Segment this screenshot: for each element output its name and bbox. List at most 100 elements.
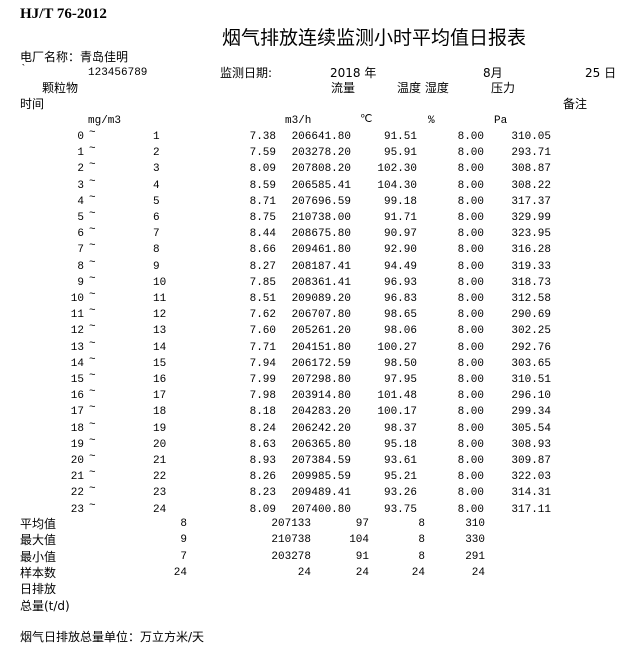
- hour-start: 0: [77, 131, 84, 143]
- particulate-value: 8.51: [249, 293, 276, 305]
- hour-end: 11: [153, 293, 167, 305]
- summary-flow: 210738: [271, 534, 311, 547]
- particulate-value: 8.93: [249, 455, 276, 467]
- temperature-value: 94.49: [383, 260, 417, 273]
- col-time: 时间: [20, 97, 45, 111]
- hour-end: 19: [153, 422, 167, 435]
- pressure-value: 323.95: [511, 228, 551, 241]
- pressure-value: 305.54: [511, 422, 551, 435]
- hour-start: 15: [70, 374, 84, 386]
- hour-start: 16: [70, 390, 84, 403]
- date-month: 8月: [483, 66, 503, 80]
- tilde-separator: ~: [89, 208, 96, 220]
- particulate-value: 7.99: [249, 374, 276, 386]
- unit-temp: ℃: [360, 114, 373, 126]
- temperature-value: 92.90: [383, 244, 417, 257]
- hour-end: 6: [153, 212, 160, 224]
- humidity-value: 8.00: [457, 406, 484, 419]
- tilde-separator: ~: [89, 499, 96, 512]
- hour-start: 9: [77, 276, 84, 289]
- flow-value: 210738.00: [291, 212, 351, 224]
- temperature-value: 102.30: [377, 163, 417, 176]
- particulate-value: 8.09: [249, 503, 276, 516]
- col-particulate: 颗粒物: [42, 81, 79, 95]
- tilde-separator: ~: [89, 240, 96, 253]
- flow-value: 207298.80: [291, 374, 351, 386]
- flow-value: 203914.80: [291, 390, 351, 403]
- hour-start: 22: [70, 487, 84, 500]
- particulate-value: 7.59: [249, 147, 276, 160]
- hour-end: 20: [153, 438, 167, 451]
- particulate-value: 8.26: [249, 471, 276, 484]
- humidity-value: 8.00: [457, 471, 484, 484]
- tilde-separator: ~: [89, 256, 96, 269]
- flow-value: 204151.80: [291, 341, 351, 354]
- pressure-value: 293.71: [511, 147, 551, 160]
- date-day: 25 日: [585, 66, 617, 80]
- humidity-value: 8.00: [457, 422, 484, 435]
- humidity-value: 8.00: [457, 390, 484, 403]
- pressure-value: 329.99: [511, 212, 551, 224]
- summary-pressure: 330: [465, 534, 485, 547]
- particulate-value: 8.66: [249, 244, 276, 257]
- temperature-value: 91.71: [383, 212, 417, 224]
- humidity-value: 8.00: [457, 309, 484, 322]
- temperature-value: 98.37: [383, 422, 417, 435]
- particulate-value: 7.62: [249, 309, 276, 322]
- pressure-value: 299.34: [511, 406, 551, 419]
- tilde-separator: ~: [89, 402, 96, 415]
- hour-start: 18: [70, 422, 84, 435]
- flow-value: 206585.41: [291, 179, 351, 192]
- tilde-separator: ~: [89, 467, 96, 480]
- flow-value: 206365.80: [291, 438, 351, 451]
- temperature-value: 99.18: [383, 195, 417, 208]
- col-pressure: 压力: [491, 81, 516, 95]
- footer-note: 烟气日排放总量单位：万立方米/天: [20, 630, 205, 644]
- flow-value: 209985.59: [291, 471, 351, 484]
- hour-end: 21: [153, 455, 167, 467]
- particulate-value: 7.38: [249, 131, 276, 143]
- pressure-value: 317.11: [511, 503, 551, 516]
- temperature-value: 98.50: [383, 357, 417, 370]
- summary-humidity: 8: [418, 518, 425, 530]
- hour-start: 19: [70, 438, 84, 451]
- temperature-value: 100.27: [377, 341, 417, 354]
- summary-label: 总量(t/d): [20, 598, 70, 613]
- unit-mg: mg/m3: [88, 115, 122, 127]
- flow-value: 208187.41: [291, 260, 351, 273]
- pressure-value: 290.69: [511, 309, 551, 322]
- summary-particulate: 8: [180, 518, 187, 530]
- humidity-value: 8.00: [457, 244, 484, 257]
- pressure-value: 292.76: [511, 341, 551, 354]
- pressure-value: 308.22: [511, 179, 551, 192]
- humidity-value: 8.00: [457, 487, 484, 500]
- tilde-separator: ~: [89, 127, 96, 139]
- particulate-value: 8.71: [249, 195, 276, 208]
- particulate-value: 8.09: [249, 163, 276, 176]
- temperature-value: 101.48: [377, 390, 417, 403]
- summary-temperature: 91: [355, 550, 369, 563]
- hour-start: 7: [77, 244, 84, 257]
- particulate-value: 8.59: [249, 179, 276, 192]
- particulate-value: 8.27: [249, 260, 276, 273]
- temperature-value: 104.30: [377, 179, 417, 192]
- standard-code: HJ/T 76-2012: [20, 6, 107, 22]
- humidity-value: 8.00: [457, 357, 484, 370]
- flow-value: 207696.59: [291, 195, 351, 208]
- pressure-value: 318.73: [511, 276, 551, 289]
- summary-humidity: 8: [418, 534, 425, 547]
- flow-value: 206172.59: [291, 357, 351, 370]
- hour-end: 18: [153, 406, 167, 419]
- pressure-value: 317.37: [511, 195, 551, 208]
- pressure-value: 302.25: [511, 325, 551, 338]
- flow-value: 204283.20: [291, 406, 351, 419]
- temperature-value: 95.21: [383, 471, 417, 484]
- tilde-separator: ~: [89, 386, 96, 399]
- hour-start: 3: [77, 179, 84, 192]
- hour-end: 17: [153, 390, 167, 403]
- hour-end: 15: [153, 357, 167, 370]
- humidity-value: 8.00: [457, 179, 484, 192]
- summary-humidity: 24: [411, 566, 425, 579]
- temperature-value: 95.18: [383, 438, 417, 451]
